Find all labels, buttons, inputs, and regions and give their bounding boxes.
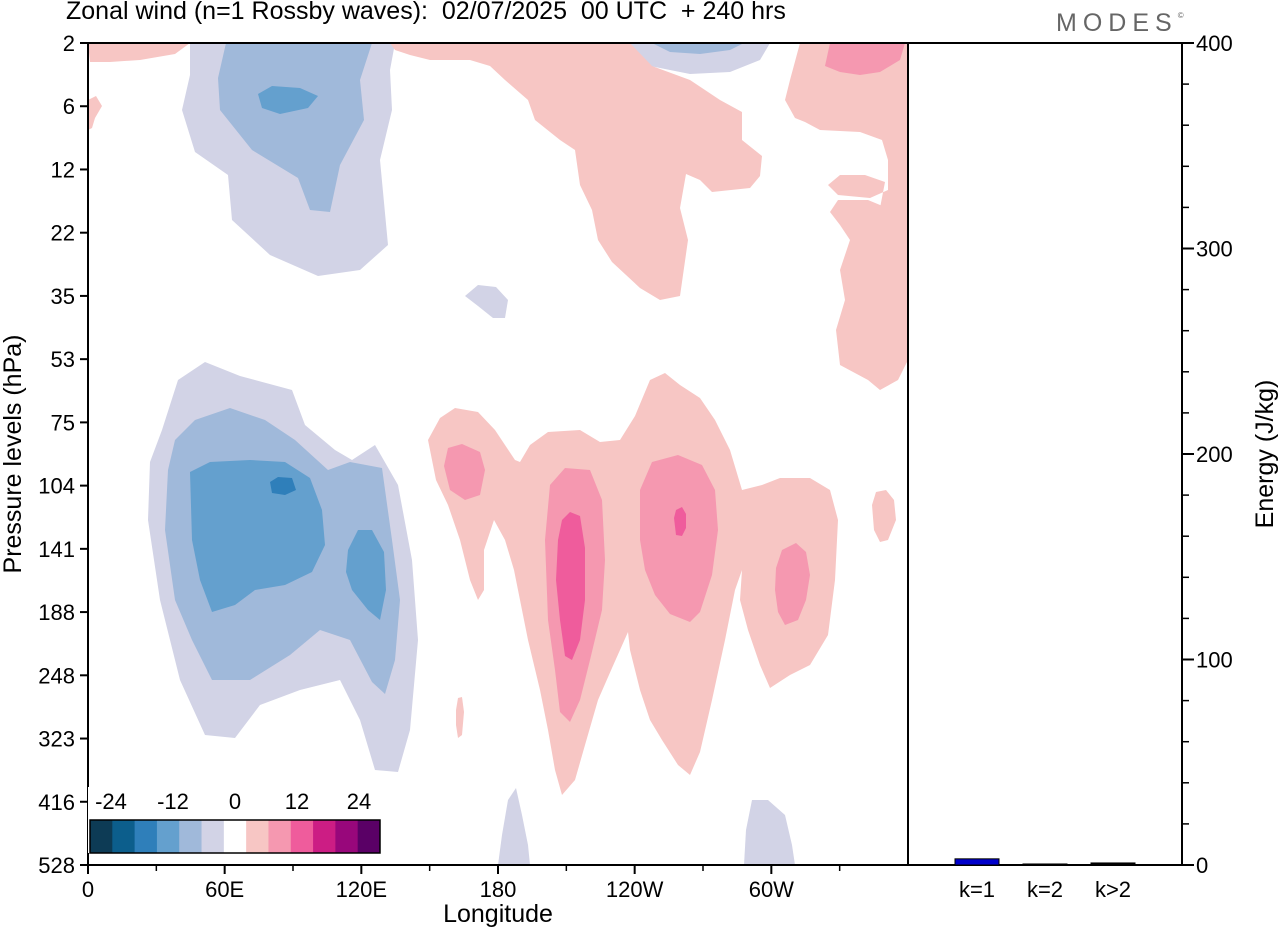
y-tick-label: 12 — [51, 157, 75, 182]
colorbar-swatch — [134, 820, 158, 853]
y-axis: 2 6 12 22 35 53 75 104 141 188 248 323 416 528 — [38, 31, 88, 878]
x-tick-label: 60W — [749, 877, 794, 902]
energy-tick-label: 100 — [1196, 648, 1233, 673]
chart-title: Zonal wind (n=1 Rossby waves): 02/07/202… — [66, 0, 786, 25]
energy-bars: k=1 k=2 k>2 — [954, 858, 1136, 902]
contour-neg-5 — [628, 43, 770, 74]
colorbar-label: 0 — [229, 789, 241, 814]
energy-tick-label: 400 — [1196, 31, 1233, 56]
easterly-region-upper-west — [182, 43, 395, 276]
energy-category-label: k=2 — [1027, 877, 1063, 902]
x-tick-label: 120W — [606, 877, 664, 902]
wind-field — [88, 43, 908, 865]
contour-pos-5 — [88, 43, 190, 62]
x-tick-label: 0 — [82, 877, 94, 902]
energy-bar — [1022, 863, 1068, 866]
y-tick-label: 188 — [38, 600, 75, 625]
energy-bar — [954, 858, 1000, 866]
energy-category-label: k>2 — [1095, 877, 1131, 902]
contour-neg-15 — [346, 530, 386, 620]
y-tick-label: 35 — [51, 284, 75, 309]
colorbar-swatch — [290, 820, 314, 853]
y-tick-label: 53 — [51, 347, 75, 372]
y-tick-label: 22 — [51, 221, 75, 246]
colorbar-label: 24 — [347, 789, 371, 814]
x-axis: 0 60E 120E 180 120W 60W — [82, 865, 841, 902]
westerly-region-upper — [390, 43, 762, 300]
contour-neg-5 — [465, 285, 508, 318]
y-axis-title: Pressure levels (hPa) — [0, 335, 27, 574]
colorbar-swatch — [246, 820, 269, 853]
contour-neg-5 — [498, 788, 530, 865]
colorbar-swatch — [90, 820, 113, 853]
x-axis-title: Longitude — [443, 900, 553, 928]
energy-category-label: k=1 — [959, 877, 995, 902]
easterly-region-lower-west — [148, 362, 418, 772]
energy-tick-label: 300 — [1196, 237, 1233, 262]
energy-axis-title: Energy (J/kg) — [1251, 380, 1279, 529]
contour-pos-5 — [456, 697, 464, 738]
westerly-region-upper-east — [705, 43, 908, 390]
contour-pos-10 — [825, 43, 905, 75]
colorbar-swatch — [268, 820, 292, 853]
colorbar-swatch — [156, 820, 180, 853]
contour-neg-10 — [652, 43, 744, 54]
contour-neg-15 — [190, 460, 325, 612]
energy-bar — [1090, 862, 1136, 866]
x-tick-label: 60E — [205, 877, 244, 902]
colorbar-swatch — [201, 820, 225, 853]
y-tick-label: 75 — [51, 410, 75, 435]
easterly-region-top-center — [628, 43, 770, 74]
westerly-region-west-edge — [88, 43, 190, 130]
x-tick-label: 180 — [480, 877, 517, 902]
contour-pos-5 — [705, 156, 750, 190]
contour-pos-10 — [775, 543, 810, 625]
brand-text: MODES — [1056, 9, 1178, 37]
easterly-region-35hpa — [465, 285, 508, 318]
y-tick-label: 248 — [38, 663, 75, 688]
colorbar-swatch — [223, 820, 247, 853]
colorbar-swatch — [313, 820, 336, 853]
y-tick-label: 6 — [63, 94, 75, 119]
westerly-region-lower — [428, 373, 896, 795]
contour-neg-20 — [270, 477, 296, 495]
colorbar-frame — [89, 819, 381, 854]
contour-pos-5 — [88, 96, 102, 130]
colorbar-swatch — [179, 820, 203, 853]
contour-pos-10 — [640, 455, 718, 622]
y-tick-label: 323 — [38, 727, 75, 752]
contour-pos-5 — [785, 43, 908, 390]
contour-neg-5 — [744, 800, 795, 865]
energy-tick-label: 200 — [1196, 442, 1233, 467]
colorbar-swatch — [335, 820, 359, 853]
easterly-region-near-surface — [498, 788, 795, 865]
colorbar-swatch — [112, 820, 136, 853]
colorbar-label: -12 — [157, 789, 189, 814]
contour-pos-5 — [872, 490, 896, 542]
colorbar-label: -24 — [95, 789, 127, 814]
y-tick-label: 141 — [38, 537, 75, 562]
colorbar-swatch — [357, 820, 381, 853]
energy-tick-label: 0 — [1196, 853, 1208, 878]
contour-neg-15 — [258, 86, 318, 114]
y-tick-label: 528 — [38, 853, 75, 878]
contour-pos-10 — [444, 444, 485, 500]
x-tick-label: 120E — [336, 877, 387, 902]
contour-pos-15 — [674, 507, 686, 536]
contour-pos-5 — [428, 373, 838, 795]
colorbar-label: 12 — [285, 789, 309, 814]
modes-logo: MODES© — [1056, 9, 1184, 38]
contour-pos-5 — [390, 43, 762, 300]
colorbar-legend: -24 -12 0 12 24 — [88, 787, 382, 854]
y-tick-label: 416 — [38, 790, 75, 815]
energy-axis: 0 100 200 300 400 — [1182, 31, 1233, 878]
brand-mark: © — [1177, 11, 1184, 20]
contour-neg-10 — [218, 43, 372, 212]
contour-pos-15 — [556, 512, 585, 660]
y-tick-label: 2 — [63, 31, 75, 56]
y-tick-label: 104 — [38, 474, 75, 499]
